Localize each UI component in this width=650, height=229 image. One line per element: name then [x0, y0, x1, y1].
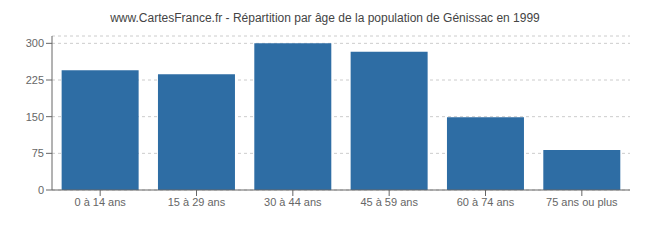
svg-text:150: 150	[26, 111, 44, 123]
svg-text:60 à 74 ans: 60 à 74 ans	[457, 196, 515, 208]
svg-text:300: 300	[26, 37, 44, 49]
svg-text:225: 225	[26, 74, 44, 86]
svg-text:0: 0	[38, 184, 44, 196]
svg-text:0 à 14 ans: 0 à 14 ans	[74, 196, 126, 208]
svg-text:45 à 59 ans: 45 à 59 ans	[360, 196, 418, 208]
svg-text:75 ans ou plus: 75 ans ou plus	[546, 196, 618, 208]
svg-text:15 à 29 ans: 15 à 29 ans	[168, 196, 226, 208]
svg-text:75: 75	[32, 147, 44, 159]
html-text:www.CartesFrance.fr - Répartit: www.CartesFrance.fr - Répartition par âg…	[110, 11, 540, 25]
svg-text:30 à 44 ans: 30 à 44 ans	[264, 196, 322, 208]
